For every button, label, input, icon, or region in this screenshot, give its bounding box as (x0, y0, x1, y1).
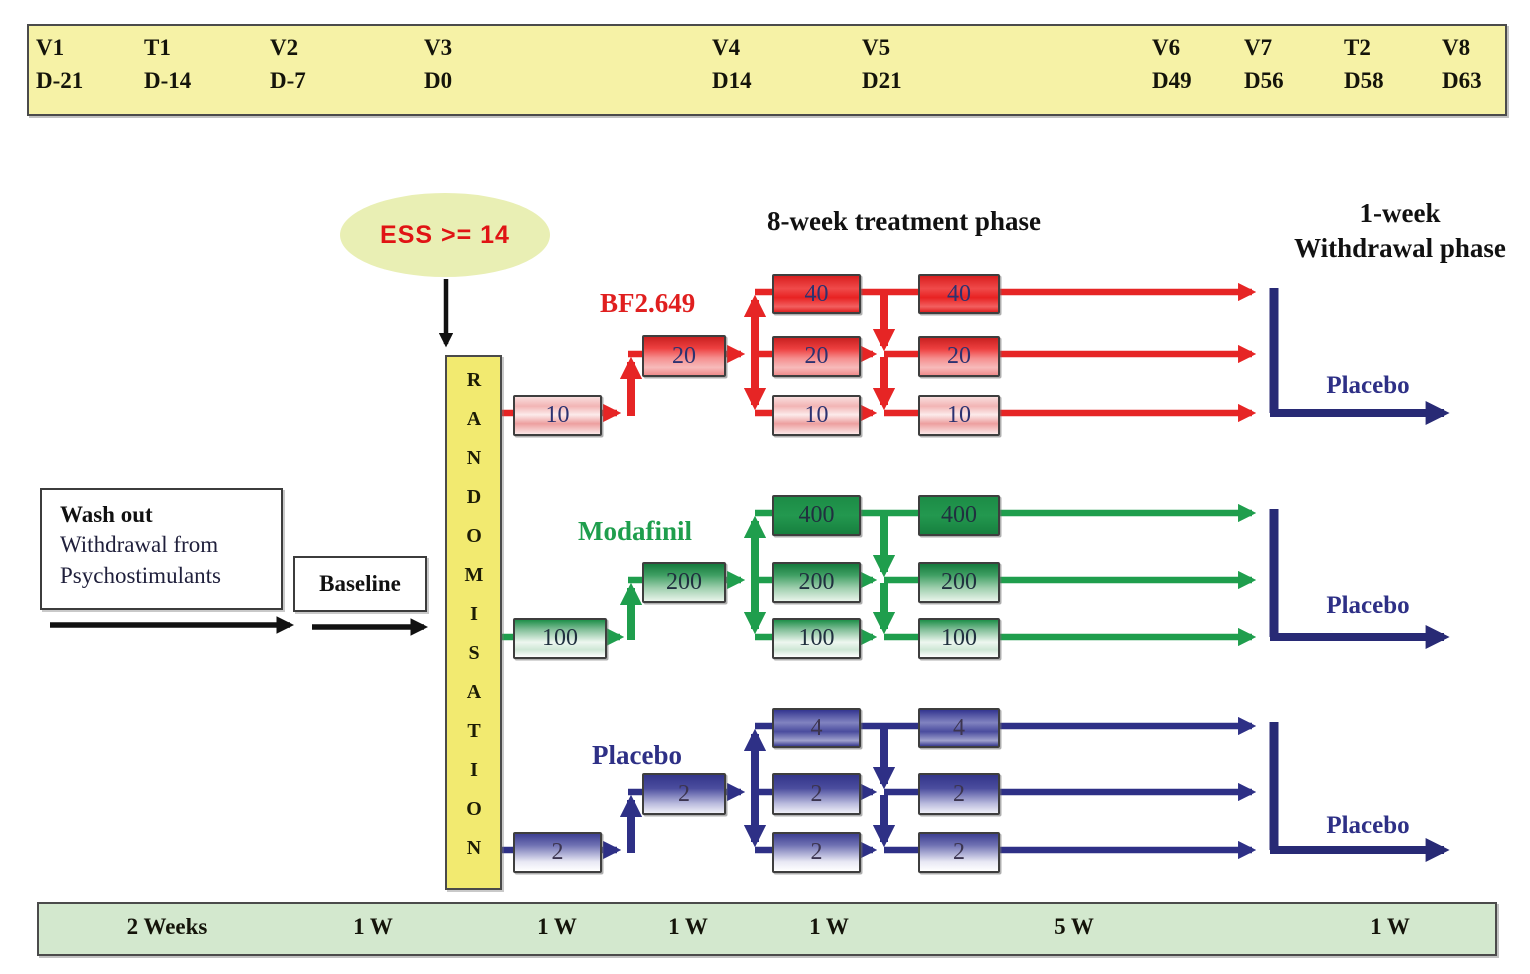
visit-schedule-banner: V1 D-21 T1 D-14 V2 D-7 V3 D0 V4 D14 V5 D21 V6 D… (27, 24, 1507, 116)
visit-name: V3 (424, 35, 453, 60)
visit-day: D-14 (144, 67, 192, 93)
washout-line3: Psychostimulants (60, 562, 222, 588)
modafinil-withdrawal-arrow (1269, 509, 1450, 649)
visit-name: V7 (1244, 35, 1273, 60)
modafinil-dose-box-w2-low: 100 (918, 618, 1000, 659)
bf2649-dose-box-w2-mid: 20 (918, 336, 1000, 377)
ess-criterion-ellipse: ESS >= 14 (340, 193, 550, 277)
washout-line2: Withdrawal from (60, 532, 219, 558)
duration-banner: 2 Weeks 1 W 1 W 1 W 1 W 5 W 1 W (37, 902, 1497, 956)
visit-day: D0 (424, 67, 453, 93)
bf2649-dose-box-w1-high: 40 (772, 274, 861, 314)
duration-week1: 1 W (537, 914, 577, 939)
visit-v6: V6 D49 (1152, 34, 1192, 96)
placebo-dose-box-uptitration: 2 (642, 773, 726, 815)
bf2649-dose-box-start: 10 (513, 395, 602, 436)
placebo-dose-box-w1-mid: 2 (772, 773, 861, 815)
bf2649-dose-box-w2-high: 40 (918, 274, 1000, 314)
visit-name: T1 (144, 35, 171, 60)
visit-v5: V5 D21 (862, 34, 902, 96)
washout-box: Wash out Withdrawal from Psychostimulant… (40, 488, 283, 610)
placebo-dose-box-w2-high: 4 (918, 708, 1000, 748)
visit-day: D56 (1244, 67, 1284, 93)
modafinil-dose-box-w1-high: 400 (772, 495, 861, 536)
visit-v4: V4 D14 (712, 34, 752, 96)
modafinil-flow-arrows (502, 503, 1257, 647)
arm-label-modafinil: Modafinil (578, 516, 693, 546)
visit-v1: V1 D-21 (36, 34, 83, 96)
visit-day: D63 (1442, 67, 1482, 93)
treatment-phase-header: 8-week treatment phase (767, 206, 1041, 236)
modafinil-dose-box-w1-mid: 200 (772, 562, 861, 603)
modafinil-dose-box-w2-high: 400 (918, 495, 1000, 536)
visit-name: V5 (862, 35, 891, 60)
bf2649-withdrawal-label: Placebo (1326, 372, 1410, 399)
placebo-flow-arrows (502, 716, 1257, 860)
withdrawal-header-line2: Withdrawal phase (1294, 233, 1506, 264)
modafinil-dose-box-w1-low: 100 (772, 618, 861, 659)
visit-name: V4 (712, 35, 741, 60)
visit-v2: V2 D-7 (270, 34, 306, 96)
placebo-dose-box-w1-low: 2 (772, 832, 861, 873)
duration-week3: 1 W (809, 914, 849, 939)
visit-day: D49 (1152, 67, 1192, 93)
visit-day: D-21 (36, 67, 84, 93)
bf2649-dose-box-w1-mid: 20 (772, 336, 861, 377)
bf2649-dose-box-w1-low: 10 (772, 395, 861, 436)
washout-baseline-arrows (50, 616, 429, 636)
duration-washout: 2 Weeks (126, 914, 208, 939)
modafinil-withdrawal-label: Placebo (1326, 592, 1410, 619)
arm-label-placebo: Placebo (592, 740, 682, 770)
bf2649-flow-arrows (502, 282, 1257, 423)
placebo-withdrawal-label: Placebo (1326, 812, 1410, 839)
visit-t2: T2 D58 (1344, 34, 1384, 96)
placebo-dose-box-w2-mid: 2 (918, 773, 1000, 815)
visit-name: V2 (270, 35, 299, 60)
placebo-withdrawal-arrow (1269, 722, 1450, 862)
withdrawal-phase-header: 1-week Withdrawal phase (1272, 196, 1528, 266)
duration-week2: 1 W (668, 914, 708, 939)
duration-weeks4-8: 5 W (1054, 914, 1094, 939)
modafinil-dose-box-w2-mid: 200 (918, 562, 1000, 603)
withdrawal-header-line1: 1-week (1359, 198, 1441, 228)
bf2649-dose-box-uptitration: 20 (642, 335, 726, 377)
modafinil-dose-box-start: 100 (513, 618, 607, 659)
visit-name: V6 (1152, 35, 1181, 60)
visit-name: V8 (1442, 35, 1471, 60)
bf2649-withdrawal-arrow (1269, 288, 1450, 425)
visit-day: D58 (1344, 67, 1384, 93)
placebo-dose-box-start: 2 (513, 832, 602, 873)
baseline-box: Baseline (293, 556, 427, 612)
placebo-dose-box-w2-low: 2 (918, 832, 1000, 873)
randomisation-box: RANDOMISATION (445, 355, 502, 890)
visit-v7: V7 D56 (1244, 34, 1284, 96)
washout-title: Wash out (60, 502, 153, 527)
visit-t1: T1 D-14 (144, 34, 191, 96)
modafinil-dose-box-uptitration: 200 (642, 562, 726, 603)
visit-name: V1 (36, 35, 65, 60)
visit-day: D-7 (270, 67, 306, 93)
bf2649-dose-box-w2-low: 10 (918, 395, 1000, 436)
duration-withdrawal: 1 W (1370, 914, 1410, 939)
duration-baseline: 1 W (353, 914, 393, 939)
visit-name: T2 (1344, 35, 1371, 60)
visit-v8: V8 D63 (1442, 34, 1482, 96)
visit-day: D21 (862, 67, 902, 93)
arm-label-bf2649: BF2.649 (600, 288, 696, 318)
placebo-dose-box-w1-high: 4 (772, 708, 861, 748)
visit-v3: V3 D0 (424, 34, 452, 96)
visit-day: D14 (712, 67, 752, 93)
